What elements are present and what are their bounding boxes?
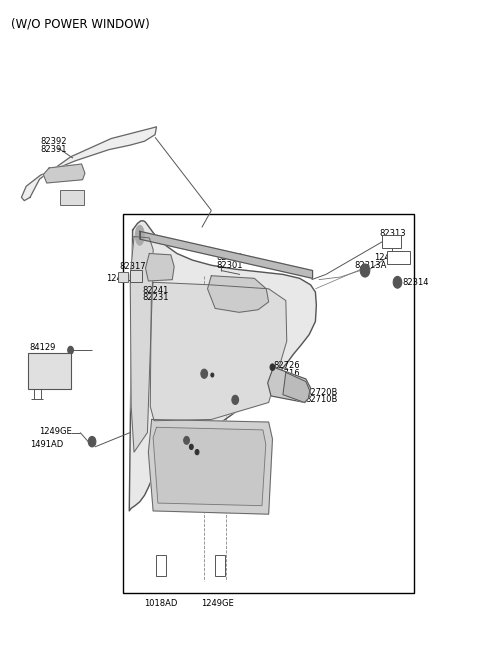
Polygon shape — [148, 419, 273, 514]
Text: 82313A: 82313A — [355, 261, 387, 270]
Text: 82231: 82231 — [142, 293, 168, 302]
Text: 82393A: 82393A — [28, 355, 60, 364]
Polygon shape — [130, 237, 153, 452]
Bar — [118, 272, 128, 282]
Ellipse shape — [135, 226, 144, 245]
Text: 82392: 82392 — [40, 136, 67, 146]
Bar — [382, 236, 401, 249]
Text: 82241: 82241 — [142, 285, 168, 295]
Bar — [130, 270, 142, 281]
Text: 82302: 82302 — [216, 253, 242, 262]
Text: 82720B: 82720B — [306, 388, 338, 396]
Polygon shape — [129, 221, 316, 511]
Polygon shape — [207, 276, 269, 312]
Polygon shape — [150, 282, 287, 420]
Text: 82716: 82716 — [274, 369, 300, 379]
Text: (W/O POWER WINDOW): (W/O POWER WINDOW) — [11, 18, 150, 31]
Circle shape — [190, 444, 193, 449]
Text: 82301: 82301 — [216, 261, 242, 270]
Polygon shape — [153, 427, 266, 506]
Bar — [387, 251, 410, 264]
Circle shape — [88, 436, 96, 447]
Polygon shape — [22, 127, 156, 201]
Text: 1249LD: 1249LD — [107, 274, 139, 283]
Text: 82317D: 82317D — [120, 262, 153, 271]
Circle shape — [393, 276, 402, 288]
Circle shape — [184, 436, 190, 444]
Polygon shape — [268, 367, 311, 403]
Text: 82391: 82391 — [40, 144, 67, 154]
Polygon shape — [140, 232, 312, 278]
Circle shape — [360, 264, 370, 277]
Circle shape — [68, 346, 73, 354]
Circle shape — [201, 369, 207, 379]
Bar — [156, 556, 166, 576]
Circle shape — [211, 373, 214, 377]
Bar — [215, 556, 225, 576]
Circle shape — [232, 396, 239, 405]
Text: 82726: 82726 — [274, 361, 300, 371]
Circle shape — [270, 364, 275, 371]
Text: 1491AD: 1491AD — [30, 440, 63, 449]
Polygon shape — [283, 373, 310, 403]
Text: 82313: 82313 — [380, 230, 407, 238]
Text: 82710B: 82710B — [306, 396, 338, 404]
Text: 1018AD: 1018AD — [144, 599, 177, 608]
Polygon shape — [145, 253, 174, 281]
Bar — [60, 190, 84, 205]
Text: 1249EE: 1249EE — [374, 253, 406, 262]
Bar — [28, 353, 71, 390]
Text: 82314: 82314 — [402, 277, 429, 287]
Bar — [123, 214, 414, 592]
Circle shape — [195, 449, 199, 455]
Text: 1249GE: 1249GE — [201, 599, 234, 608]
Text: 1249GE: 1249GE — [38, 426, 72, 436]
Polygon shape — [43, 164, 85, 183]
Text: 84129: 84129 — [29, 343, 56, 352]
